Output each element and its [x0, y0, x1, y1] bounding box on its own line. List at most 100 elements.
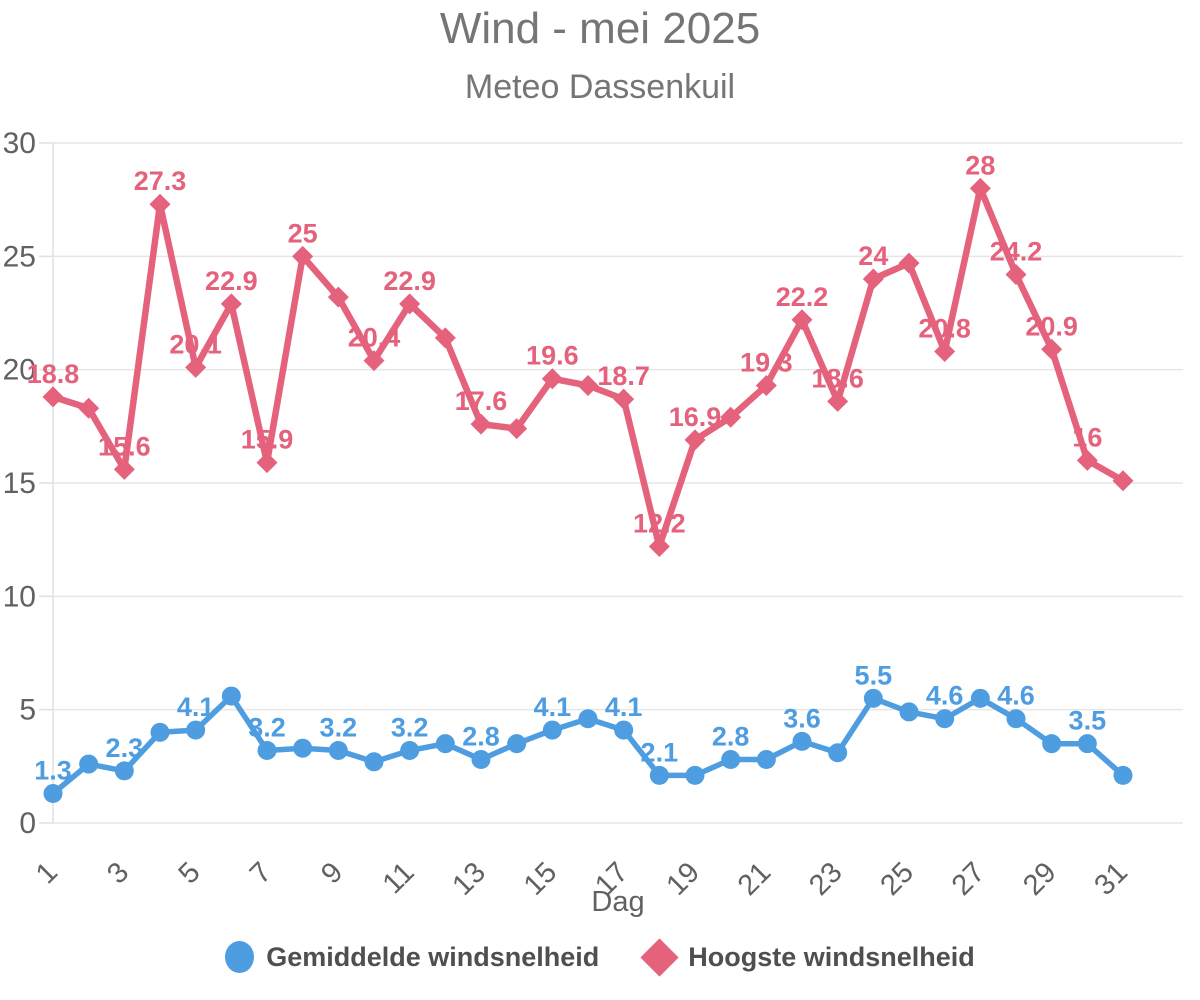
x-tick-label-3: 3	[101, 856, 135, 890]
data-label-day-15: 19.6	[526, 341, 579, 371]
point-avg-day-2[interactable]	[79, 754, 99, 774]
point-avg-day-1[interactable]	[43, 784, 63, 804]
point-avg-day-15[interactable]	[542, 720, 562, 740]
x-tick-label-11: 11	[377, 856, 421, 900]
legend-item-hoogste-windsnelheid[interactable]: Hoogste windsnelheid	[640, 937, 975, 977]
point-avg-day-19[interactable]	[685, 765, 705, 785]
point-max-day-5[interactable]	[185, 356, 207, 378]
point-avg-day-29[interactable]	[1042, 734, 1062, 754]
point-max-day-3[interactable]	[113, 458, 135, 480]
point-max-day-28[interactable]	[1005, 263, 1027, 285]
point-avg-day-30[interactable]	[1077, 734, 1097, 754]
point-max-day-18[interactable]	[648, 535, 670, 557]
point-avg-day-23[interactable]	[828, 743, 848, 763]
point-max-day-17[interactable]	[613, 388, 635, 410]
point-max-day-29[interactable]	[1041, 338, 1063, 360]
point-max-day-27[interactable]	[969, 177, 991, 199]
point-avg-day-20[interactable]	[721, 750, 741, 770]
point-avg-day-6[interactable]	[221, 686, 241, 706]
data-label-day-28: 4.6	[997, 681, 1035, 711]
point-avg-day-18[interactable]	[649, 765, 669, 785]
point-avg-day-13[interactable]	[471, 750, 491, 770]
point-avg-day-11[interactable]	[400, 740, 420, 760]
x-tick-label-27: 27	[946, 856, 991, 901]
point-avg-day-16[interactable]	[578, 709, 598, 729]
point-max-day-21[interactable]	[755, 375, 777, 397]
point-max-day-10[interactable]	[363, 350, 385, 372]
point-max-day-9[interactable]	[327, 286, 349, 308]
point-avg-day-28[interactable]	[1006, 709, 1026, 729]
point-max-day-16[interactable]	[577, 375, 599, 397]
point-max-day-23[interactable]	[827, 390, 849, 412]
point-avg-day-27[interactable]	[970, 688, 990, 708]
data-label-day-20: 2.8	[712, 722, 750, 752]
data-label-day-15: 4.1	[534, 692, 572, 722]
point-avg-day-26[interactable]	[935, 709, 955, 729]
x-tick-label-7: 7	[244, 856, 278, 890]
data-label-day-27: 28	[965, 150, 995, 180]
x-tick-label-25: 25	[875, 856, 920, 901]
point-avg-day-31[interactable]	[1113, 765, 1133, 785]
point-avg-day-24[interactable]	[863, 688, 883, 708]
chart-title: Wind - mei 2025	[439, 4, 761, 53]
point-max-day-11[interactable]	[399, 293, 421, 315]
x-tick-label-15: 15	[518, 856, 563, 901]
y-tick-label-10: 10	[3, 580, 36, 613]
data-label-day-22: 3.6	[783, 703, 821, 733]
data-label-day-24: 5.5	[855, 660, 893, 690]
point-max-day-12[interactable]	[434, 327, 456, 349]
point-avg-day-7[interactable]	[257, 740, 277, 760]
legend-item-label: Hoogste windsnelheid	[688, 941, 975, 972]
data-label-day-24: 24	[858, 241, 888, 271]
data-label-day-11: 3.2	[391, 712, 429, 742]
x-tick-label-5: 5	[173, 856, 207, 890]
point-avg-day-9[interactable]	[328, 740, 348, 760]
point-avg-day-14[interactable]	[507, 734, 527, 754]
point-avg-day-25[interactable]	[899, 702, 919, 722]
data-label-day-28: 24.2	[990, 236, 1043, 266]
series-line	[49, 185, 1127, 550]
legend-circle-marker-icon	[225, 941, 255, 973]
y-tick-label-5: 5	[19, 694, 36, 727]
point-max-day-31[interactable]	[1112, 470, 1134, 492]
x-tick-label-31: 31	[1089, 856, 1134, 901]
point-avg-day-3[interactable]	[114, 761, 134, 781]
point-avg-day-10[interactable]	[364, 752, 384, 772]
point-max-day-1[interactable]	[42, 386, 64, 408]
point-max-day-22[interactable]	[791, 309, 813, 331]
point-max-day-24[interactable]	[862, 268, 884, 290]
point-max-day-14[interactable]	[506, 418, 528, 440]
point-max-day-30[interactable]	[1076, 449, 1098, 471]
point-max-day-19[interactable]	[684, 429, 706, 451]
point-max-day-6[interactable]	[220, 293, 242, 315]
legend-item-gemiddelde-windsnelheid[interactable]: Gemiddelde windsnelheid	[225, 941, 599, 973]
x-tick-label-29: 29	[1017, 856, 1062, 901]
point-max-day-8[interactable]	[292, 245, 314, 267]
point-avg-day-12[interactable]	[435, 734, 455, 754]
point-max-day-15[interactable]	[541, 368, 563, 390]
y-tick-label-30: 30	[3, 127, 36, 160]
point-avg-day-22[interactable]	[792, 731, 812, 751]
point-avg-day-17[interactable]	[614, 720, 634, 740]
point-max-day-7[interactable]	[256, 452, 278, 474]
point-max-day-2[interactable]	[78, 397, 100, 419]
point-max-day-25[interactable]	[898, 252, 920, 274]
series-gemiddelde: 1.32.34.13.2 3.2 3.2 2.84.1 4.12.12.83.65.54…	[34, 660, 1133, 804]
data-label-day-13: 2.8	[462, 722, 500, 752]
point-max-day-20[interactable]	[720, 406, 742, 428]
data-label-day-8: 25	[288, 218, 318, 248]
point-avg-day-4[interactable]	[150, 722, 170, 742]
data-label-day-26: 4.6	[926, 681, 964, 711]
data-label-day-30: 3.5	[1069, 706, 1107, 736]
point-avg-day-8[interactable]	[293, 738, 313, 758]
point-max-day-4[interactable]	[149, 193, 171, 215]
series-hoogste: 18.815.627.320.122.915.92520.422.917.619…	[27, 150, 1134, 557]
point-max-day-13[interactable]	[470, 413, 492, 435]
point-avg-day-5[interactable]	[186, 720, 206, 740]
y-tick-label-20: 20	[3, 354, 36, 387]
data-label-day-23: 18.6	[811, 363, 864, 393]
point-avg-day-21[interactable]	[756, 750, 776, 770]
point-max-day-26[interactable]	[934, 341, 956, 363]
